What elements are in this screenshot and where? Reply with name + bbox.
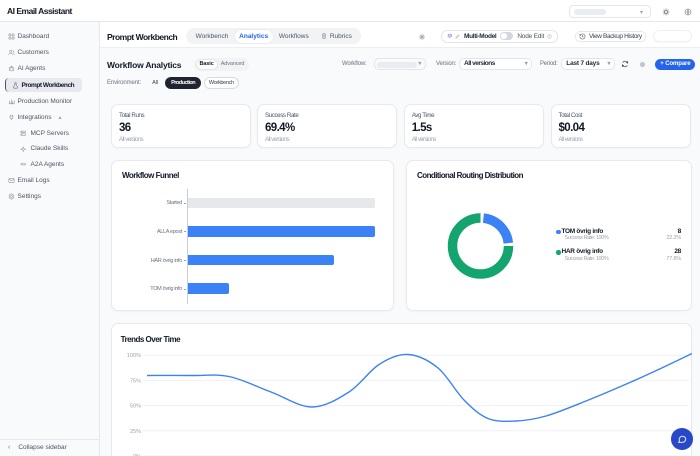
svg-text:25%: 25% [130, 429, 141, 435]
svg-text:0%: 0% [133, 454, 141, 456]
svg-text:100%: 100% [127, 353, 141, 359]
svg-text:75%: 75% [130, 378, 141, 384]
svg-text:50%: 50% [130, 404, 141, 410]
